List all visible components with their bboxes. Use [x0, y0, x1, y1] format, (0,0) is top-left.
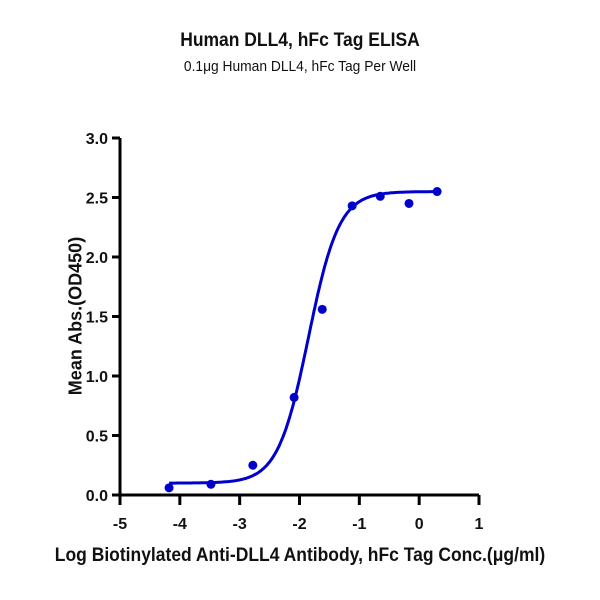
y-tick-label: 1.5 — [86, 310, 108, 327]
chart-title: Human DLL4, hFc Tag ELISA — [180, 30, 420, 51]
x-tick-label: -4 — [173, 516, 187, 533]
x-tick-label: -5 — [113, 516, 127, 533]
y-tick-label: 3.0 — [86, 131, 108, 148]
data-point — [375, 191, 385, 201]
data-point — [164, 483, 174, 493]
data-points — [164, 187, 442, 493]
y-tick-label: 0.0 — [86, 488, 108, 505]
y-tick-label: 2.5 — [86, 191, 108, 208]
data-point — [289, 392, 299, 402]
y-tick-label: 1.0 — [86, 369, 108, 386]
x-tick-label: 0 — [415, 516, 424, 533]
data-point — [432, 187, 442, 197]
x-tick-label: -3 — [233, 516, 247, 533]
data-point — [248, 460, 258, 470]
x-tick-label: -2 — [292, 516, 306, 533]
y-tick-label: 0.5 — [86, 429, 108, 446]
data-point — [404, 198, 414, 208]
y-tick-label: 2.0 — [86, 250, 108, 267]
data-point — [317, 304, 327, 314]
data-point — [347, 201, 357, 211]
x-tick-label: -1 — [352, 516, 366, 533]
chart-subtitle: 0.1μg Human DLL4, hFc Tag Per Well — [183, 58, 417, 75]
axes: -5 -4 -3 -2 -1 0 1 0.0 0.5 1.0 1.5 2.0 2.5 3.0 — [86, 131, 484, 533]
fit-curve — [169, 190, 438, 485]
data-point — [206, 479, 216, 489]
y-axis-label: Mean Abs.(OD450) — [65, 236, 86, 396]
x-axis-label: Log Biotinylated Anti-DLL4 Antibody, hFc… — [54, 545, 546, 566]
x-tick-label: 1 — [475, 516, 484, 533]
